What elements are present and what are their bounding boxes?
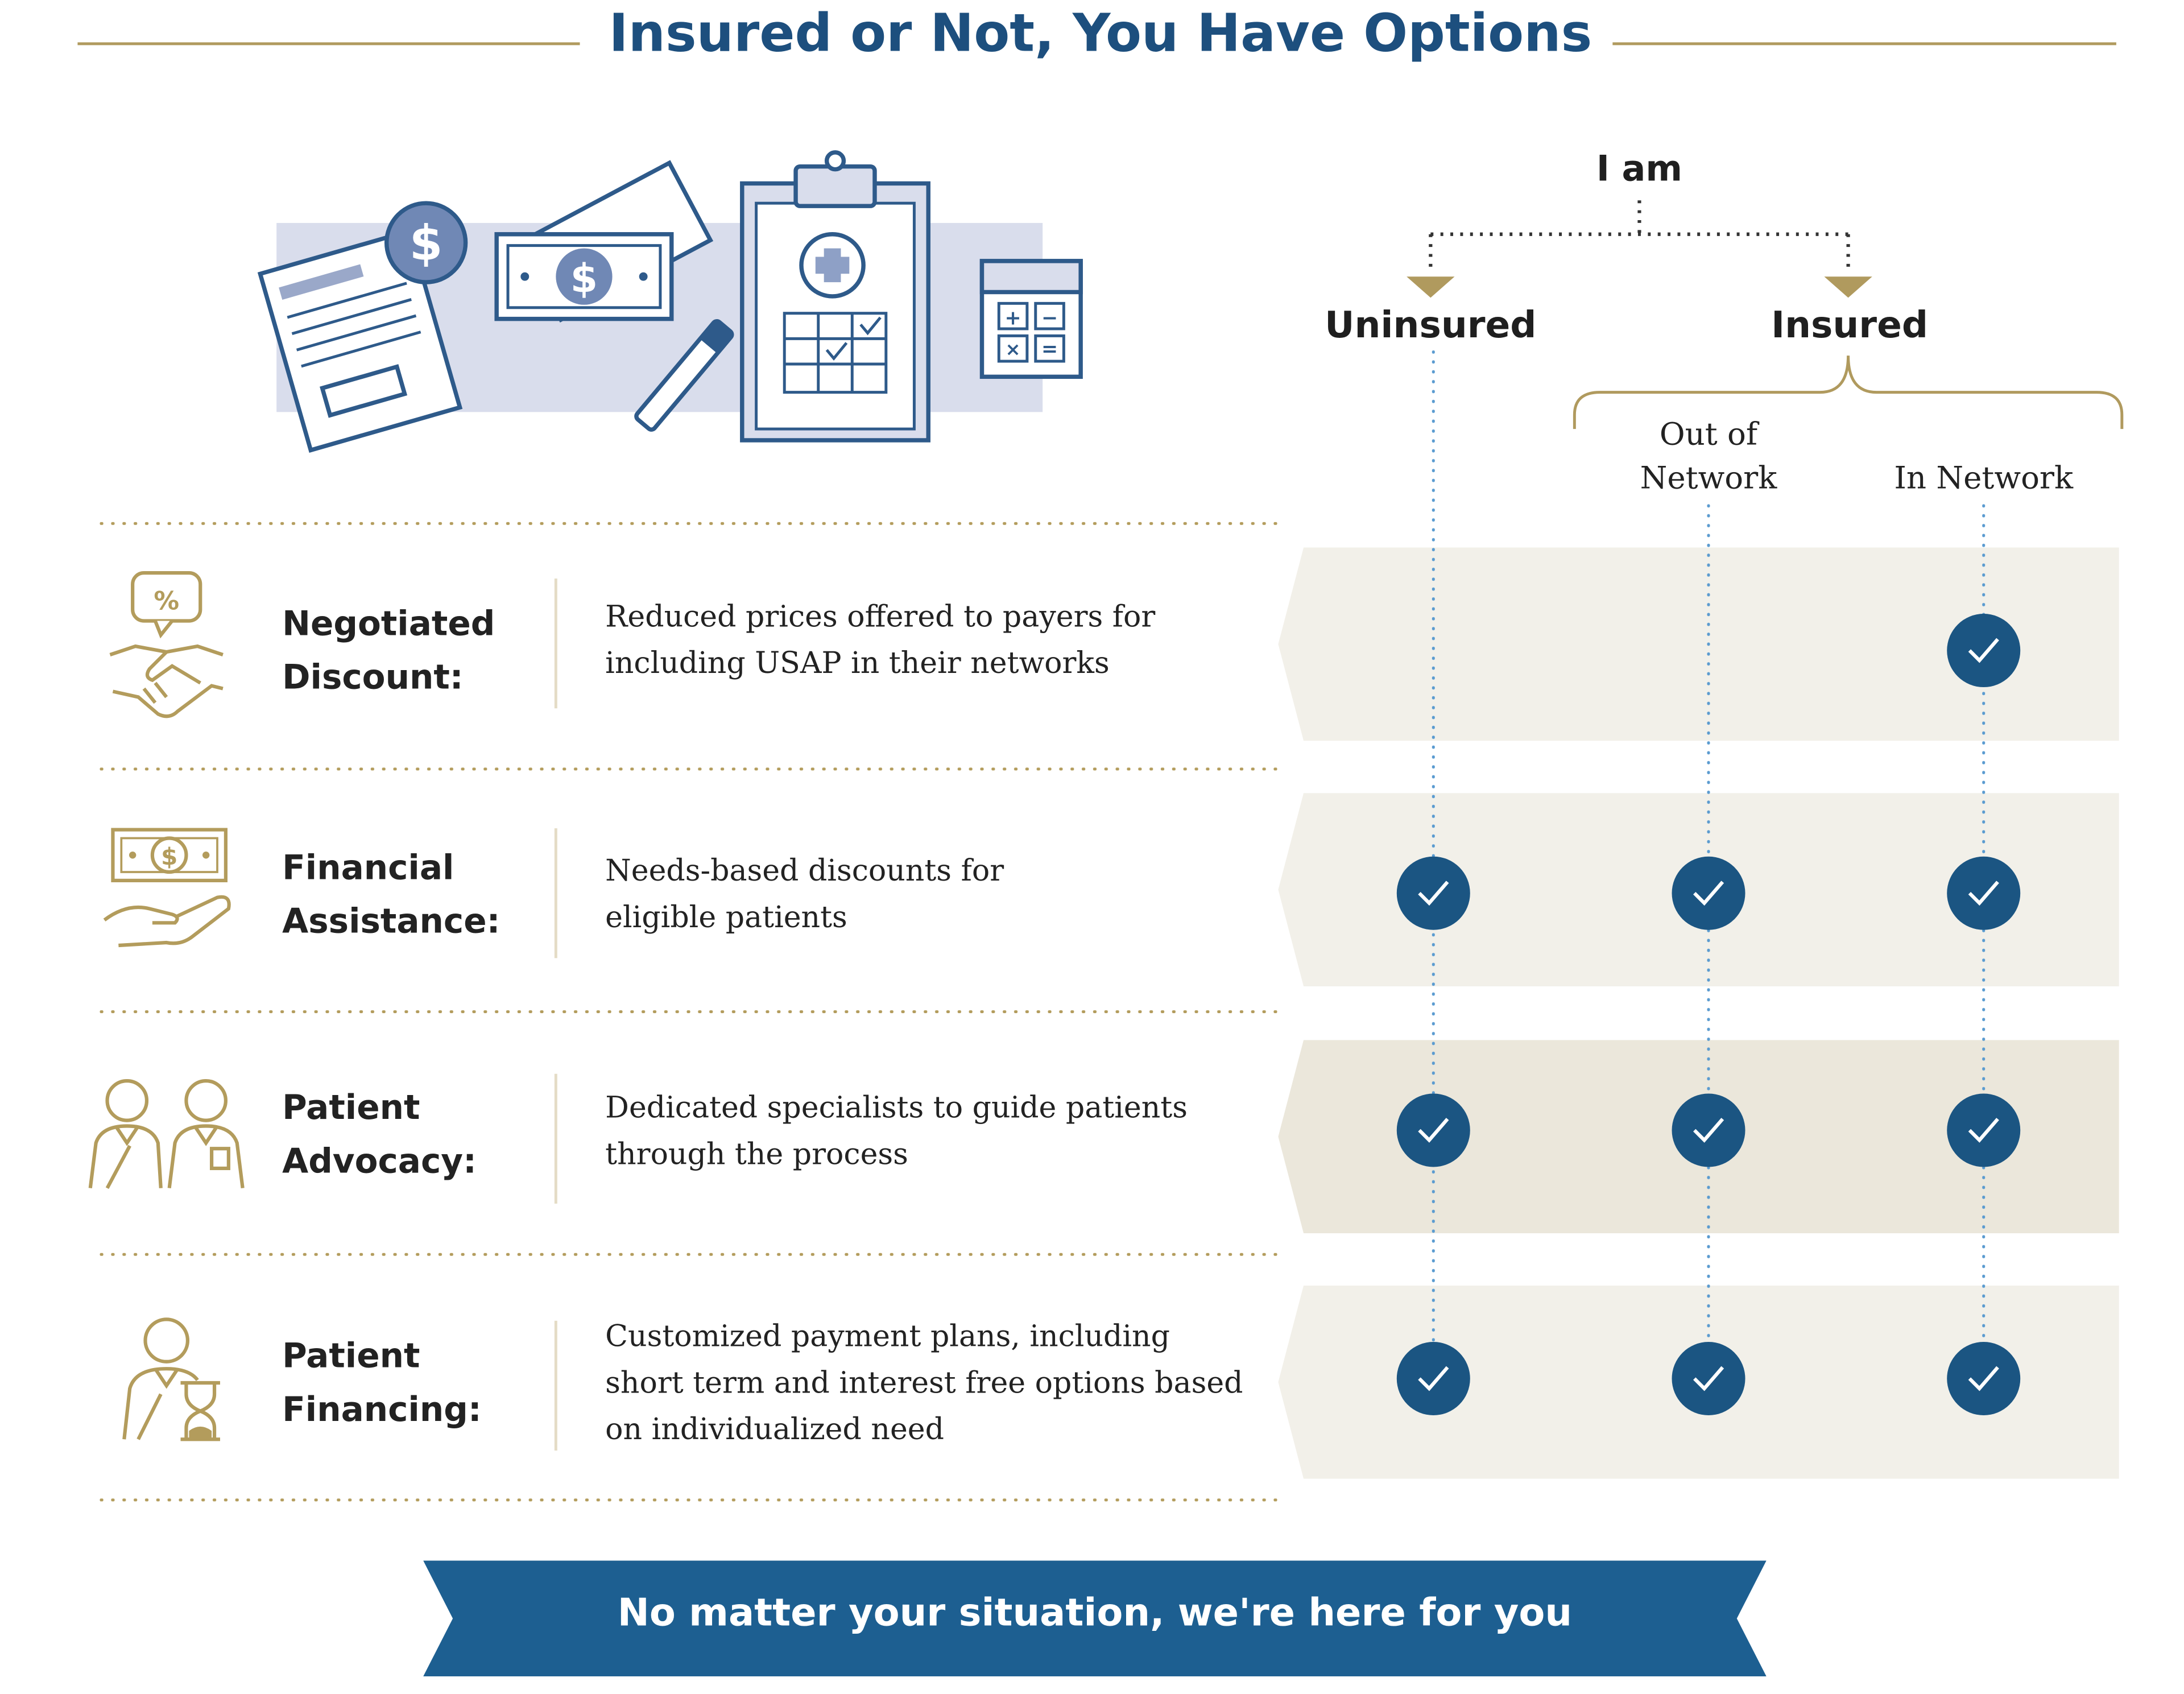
row-description-patient-financing: Customized payment plans, including shor…: [605, 1319, 1243, 1447]
check-in-network-patient-financing: [1947, 1342, 2021, 1416]
person-hourglass-icon: [122, 1317, 220, 1441]
calculator-icon: + − × =: [979, 259, 1083, 379]
svg-text:=: =: [1041, 338, 1058, 361]
row-divider: [96, 522, 1281, 525]
cash-bills-icon: $: [494, 160, 714, 323]
checkmark-icon: [1693, 881, 1724, 906]
checkmark-icon: [1418, 881, 1449, 906]
two-people-icon: [88, 1079, 245, 1189]
row-label-negotiated-discount: Negotiated Discount:: [282, 604, 495, 697]
invoice-document-icon: [257, 228, 463, 453]
row-divider: [96, 1498, 1281, 1502]
svg-text:$: $: [410, 215, 443, 271]
checkmark-icon: [1693, 1366, 1724, 1391]
header-connector: [1407, 200, 1872, 298]
hand-money-icon: $: [103, 828, 231, 948]
banner-text: No matter your situation, we're here for…: [617, 1592, 1573, 1636]
row-divider: [96, 767, 1281, 771]
pen-icon: [634, 319, 734, 432]
checkmark-icon: [1418, 1366, 1449, 1391]
row-label-patient-financing: Patient Financing:: [282, 1336, 482, 1429]
svg-text:−: −: [1041, 307, 1058, 330]
checkmark-icon: [1968, 1118, 1999, 1143]
svg-text:×: ×: [1006, 338, 1021, 360]
check-out-of-network-patient-financing: [1672, 1342, 1745, 1416]
row-label-financial-assistance: Financial Assistance:: [282, 848, 500, 941]
row-divider: [96, 1253, 1281, 1256]
checkmark-icon: [1968, 638, 1999, 663]
row-separator: [554, 1073, 557, 1204]
check-in-network-negotiated-discount: [1947, 614, 2021, 688]
check-out-of-network-financial-assistance: [1672, 856, 1745, 930]
svg-text:$: $: [161, 843, 177, 871]
insured-header: Insured: [1771, 304, 1929, 348]
handshake-percent-icon: %: [109, 571, 224, 718]
footer-banner: No matter your situation, we're here for…: [423, 1560, 1767, 1676]
page-title: Insured or Not, You Have Options: [609, 2, 1592, 64]
check-out-of-network-patient-advocacy: [1672, 1093, 1745, 1167]
insured-bracket: [1573, 356, 2124, 429]
row-separator: [554, 1320, 557, 1451]
checkmark-icon: [1968, 881, 1999, 906]
svg-text:%: %: [154, 586, 179, 616]
row-separator: [554, 828, 557, 958]
row-description-financial-assistance: Needs-based discounts for eligible patie…: [605, 853, 1004, 935]
row-label-patient-advocacy: Patient Advocacy:: [282, 1088, 477, 1181]
row-separator: [554, 579, 557, 709]
checkmark-icon: [1968, 1366, 1999, 1391]
uninsured-header: Uninsured: [1325, 304, 1537, 348]
svg-text:$: $: [570, 256, 598, 301]
in-network-header: In Network: [1894, 461, 2074, 497]
check-uninsured-financial-assistance: [1396, 856, 1470, 930]
title-rule-right: [1612, 42, 2116, 46]
check-in-network-patient-advocacy: [1947, 1093, 2021, 1167]
svg-text:+: +: [1005, 307, 1021, 330]
check-in-network-financial-assistance: [1947, 856, 2021, 930]
check-uninsured-patient-advocacy: [1396, 1093, 1470, 1167]
title-rule-left: [77, 42, 580, 46]
row-divider: [96, 1010, 1281, 1014]
clipboard-chart-icon: [740, 150, 930, 443]
dollar-coin-icon: $: [384, 201, 468, 284]
checkmark-icon: [1418, 1118, 1449, 1143]
uninsured-column-guide: [1432, 347, 1435, 1342]
i-am-label: I am: [1596, 148, 1683, 189]
row-description-negotiated-discount: Reduced prices offered to payers for inc…: [605, 600, 1156, 680]
row-description-patient-advocacy: Dedicated specialists to guide patients …: [605, 1090, 1188, 1171]
check-uninsured-patient-financing: [1396, 1342, 1470, 1416]
out-of-network-header: Out of Network: [1640, 418, 1777, 497]
billing-illustration: $ $: [257, 150, 1083, 453]
checkmark-icon: [1693, 1118, 1724, 1143]
